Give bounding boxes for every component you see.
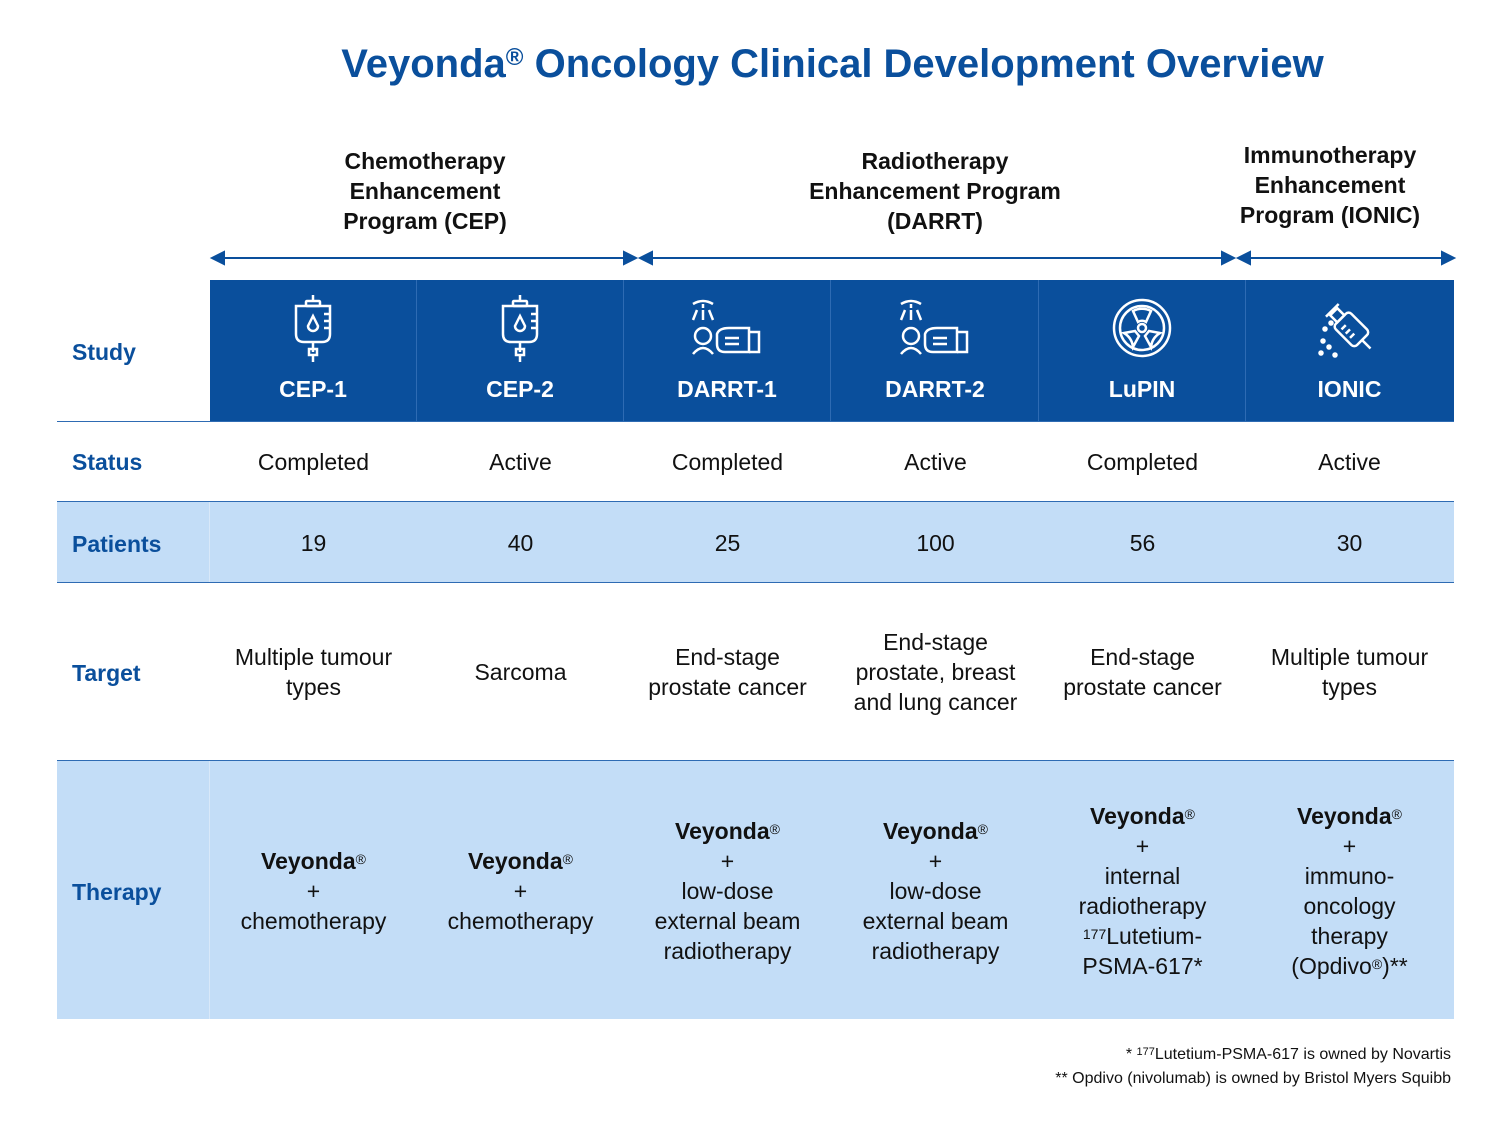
status-cell: Active (1318, 449, 1381, 475)
patients-cell: 19 (300, 530, 327, 556)
row-label-therapy: Therapy (72, 878, 162, 905)
therapy-cell: Veyonda® + low-dose external beam radiot… (654, 818, 801, 964)
patients-cell: 40 (507, 530, 534, 556)
therapy-cell: Veyonda® + immuno- oncology therapy (Opd… (1291, 803, 1408, 979)
status-cell: Completed (671, 449, 784, 475)
target-cell: Multiple tumour types (234, 644, 393, 700)
patients-cell: 25 (714, 530, 741, 556)
patients-cell: 30 (1336, 530, 1363, 556)
study-name: CEP-1 (279, 376, 347, 402)
therapy-row-band (57, 761, 1454, 1019)
target-cell: End-stage prostate cancer (648, 644, 807, 700)
therapy-cell: Veyonda® + low-dose external beam radiot… (862, 818, 1009, 964)
col-sep (209, 761, 210, 1019)
study-header-cep-1: CEP-1 (210, 280, 417, 421)
therapy-cell: Veyonda® + chemotherapy (447, 848, 594, 934)
study-name: DARRT-1 (677, 376, 777, 402)
patients-row-band (57, 502, 1454, 582)
status-cell: Active (904, 449, 967, 475)
target-cell: End-stage prostate cancer (1063, 644, 1222, 700)
col-sep (209, 502, 210, 582)
study-header-cep-2: CEP-2 (417, 280, 624, 421)
study-name: DARRT-2 (885, 376, 985, 402)
study-name: IONIC (1317, 376, 1382, 402)
program-cep-label: Chemotherapy Enhancement Program (CEP) (343, 148, 507, 234)
study-name: CEP-2 (486, 376, 554, 402)
row-divider (57, 760, 1454, 761)
footnote-opdivo: ** Opdivo (nivolumab) is owned by Bristo… (1055, 1070, 1451, 1087)
iv-bag-icon (480, 294, 560, 362)
footnote-lutetium: * 177Lutetium-PSMA-617 is owned by Novar… (1125, 1046, 1451, 1063)
program-ionic-label: Immunotherapy Enhancement Program (IONIC) (1239, 142, 1421, 228)
status-cell: Completed (257, 449, 370, 475)
iv-bag-icon (273, 294, 353, 362)
program-darrt-label: Radiotherapy Enhancement Program (DARRT) (809, 148, 1061, 234)
row-label-target: Target (72, 659, 141, 686)
study-header-darrt-1: DARRT-1 (624, 280, 831, 421)
target-cell: End-stage prostate, breast and lung cancer (853, 629, 1018, 715)
page-title: Veyonda® Oncology Clinical Development O… (341, 42, 1324, 86)
row-label-status: Status (72, 448, 143, 475)
row-divider (57, 582, 1454, 583)
study-header-ionic: IONIC (1246, 280, 1453, 421)
syringe-icon (1310, 294, 1390, 362)
radiotherapy-machine-icon (687, 294, 767, 362)
status-cell: Active (489, 449, 552, 475)
target-cell: Sarcoma (474, 659, 567, 685)
row-divider (57, 421, 1454, 422)
therapy-cell: Veyonda® + internal radiotherapy 177Lute… (1078, 803, 1207, 979)
status-cell: Completed (1086, 449, 1199, 475)
row-label-study: Study (72, 338, 136, 365)
study-header-band (210, 280, 1454, 421)
patients-cell: 56 (1129, 530, 1156, 556)
target-cell: Multiple tumour types (1270, 644, 1429, 700)
study-header-darrt-2: DARRT-2 (832, 280, 1039, 421)
patients-cell: 100 (916, 530, 955, 556)
radiation-icon (1102, 294, 1182, 362)
radiotherapy-machine-icon (895, 294, 975, 362)
therapy-cell: Veyonda® + chemotherapy (240, 848, 387, 934)
row-label-patients: Patients (72, 530, 162, 557)
study-header-lupin: LuPIN (1039, 280, 1246, 421)
row-divider (57, 501, 1454, 502)
study-name: LuPIN (1108, 376, 1176, 402)
